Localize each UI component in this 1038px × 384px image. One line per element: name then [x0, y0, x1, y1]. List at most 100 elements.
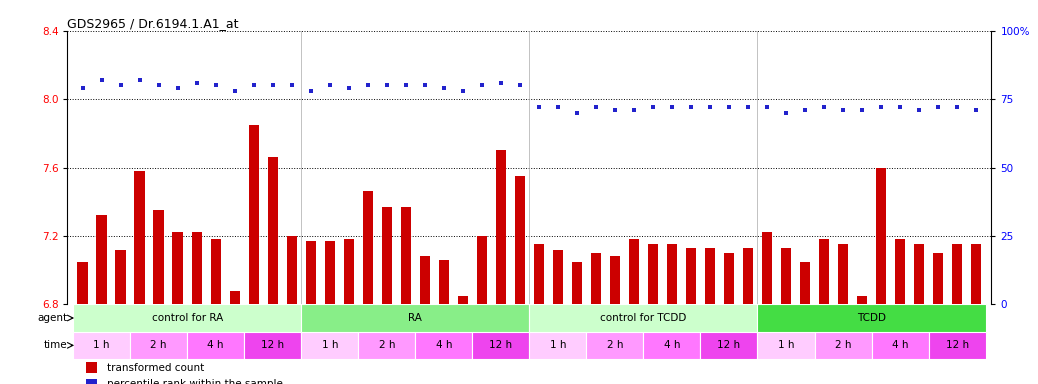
Point — [169, 85, 186, 91]
Text: 2 h: 2 h — [379, 340, 395, 350]
Point — [208, 82, 224, 88]
Bar — [172, 232, 183, 304]
Bar — [815, 332, 872, 359]
Text: 4 h: 4 h — [208, 340, 224, 350]
Bar — [495, 151, 507, 304]
Bar — [872, 332, 929, 359]
Bar — [686, 248, 696, 304]
Bar — [211, 239, 221, 304]
Point — [702, 104, 718, 111]
Point — [720, 104, 737, 111]
Bar — [515, 176, 525, 304]
Text: agent: agent — [37, 313, 67, 323]
Bar — [187, 332, 244, 359]
Bar — [401, 207, 411, 304]
Point — [132, 77, 148, 83]
Bar — [229, 291, 240, 304]
Point — [853, 107, 870, 113]
Text: 1 h: 1 h — [93, 340, 110, 350]
Text: 2 h: 2 h — [151, 340, 167, 350]
Text: 4 h: 4 h — [663, 340, 680, 350]
Point — [759, 104, 775, 111]
Bar — [933, 253, 944, 304]
Point — [930, 104, 947, 111]
Point — [949, 104, 965, 111]
Text: percentile rank within the sample: percentile rank within the sample — [107, 379, 282, 384]
Bar — [191, 232, 202, 304]
Bar — [130, 332, 187, 359]
Point — [530, 104, 547, 111]
Text: control for RA: control for RA — [152, 313, 223, 323]
Text: 4 h: 4 h — [892, 340, 908, 350]
Bar — [701, 332, 758, 359]
Text: 4 h: 4 h — [436, 340, 453, 350]
Bar — [629, 239, 639, 304]
Bar — [135, 171, 145, 304]
Point — [455, 88, 471, 94]
Bar — [301, 304, 529, 332]
Bar — [572, 262, 582, 304]
Bar — [73, 332, 130, 359]
Bar — [78, 262, 88, 304]
Bar — [644, 332, 701, 359]
Point — [626, 107, 643, 113]
Bar — [268, 157, 278, 304]
Bar — [529, 332, 586, 359]
Text: GDS2965 / Dr.6194.1.A1_at: GDS2965 / Dr.6194.1.A1_at — [67, 17, 239, 30]
Text: RA: RA — [408, 313, 422, 323]
Bar — [838, 245, 848, 304]
Bar — [476, 236, 487, 304]
Text: 1 h: 1 h — [322, 340, 338, 350]
Bar — [609, 257, 620, 304]
Text: 12 h: 12 h — [946, 340, 968, 350]
Point — [569, 110, 585, 116]
Text: 12 h: 12 h — [717, 340, 740, 350]
Bar — [382, 207, 392, 304]
Text: 2 h: 2 h — [606, 340, 623, 350]
Bar — [86, 362, 98, 373]
Bar — [856, 296, 868, 304]
Bar — [586, 332, 644, 359]
Point — [189, 79, 206, 86]
Point — [245, 82, 262, 88]
Point — [740, 104, 757, 111]
Bar — [799, 262, 811, 304]
Point — [436, 85, 453, 91]
Point — [873, 104, 890, 111]
Bar — [534, 245, 544, 304]
Point — [416, 82, 433, 88]
Bar — [781, 248, 791, 304]
Bar — [971, 245, 981, 304]
Point — [340, 85, 357, 91]
Point — [151, 82, 167, 88]
Text: transformed count: transformed count — [107, 363, 204, 373]
Bar — [305, 241, 316, 304]
Bar — [248, 125, 260, 304]
Text: 1 h: 1 h — [777, 340, 794, 350]
Point — [777, 110, 794, 116]
Bar — [648, 245, 658, 304]
Bar — [362, 192, 373, 304]
Point — [512, 82, 528, 88]
Bar — [458, 296, 468, 304]
Point — [265, 82, 281, 88]
Bar — [952, 245, 962, 304]
Bar — [743, 248, 754, 304]
Bar — [552, 250, 564, 304]
Point — [683, 104, 700, 111]
Point — [588, 104, 604, 111]
Point — [93, 77, 110, 83]
Point — [359, 82, 376, 88]
Point — [302, 88, 319, 94]
Bar — [439, 260, 449, 304]
Bar — [472, 332, 529, 359]
Text: 12 h: 12 h — [262, 340, 284, 350]
Bar — [705, 248, 715, 304]
Bar — [895, 239, 905, 304]
Bar — [86, 379, 98, 384]
Text: control for TCDD: control for TCDD — [600, 313, 686, 323]
Point — [549, 104, 566, 111]
Point — [835, 107, 851, 113]
Text: 12 h: 12 h — [489, 340, 513, 350]
Point — [663, 104, 680, 111]
